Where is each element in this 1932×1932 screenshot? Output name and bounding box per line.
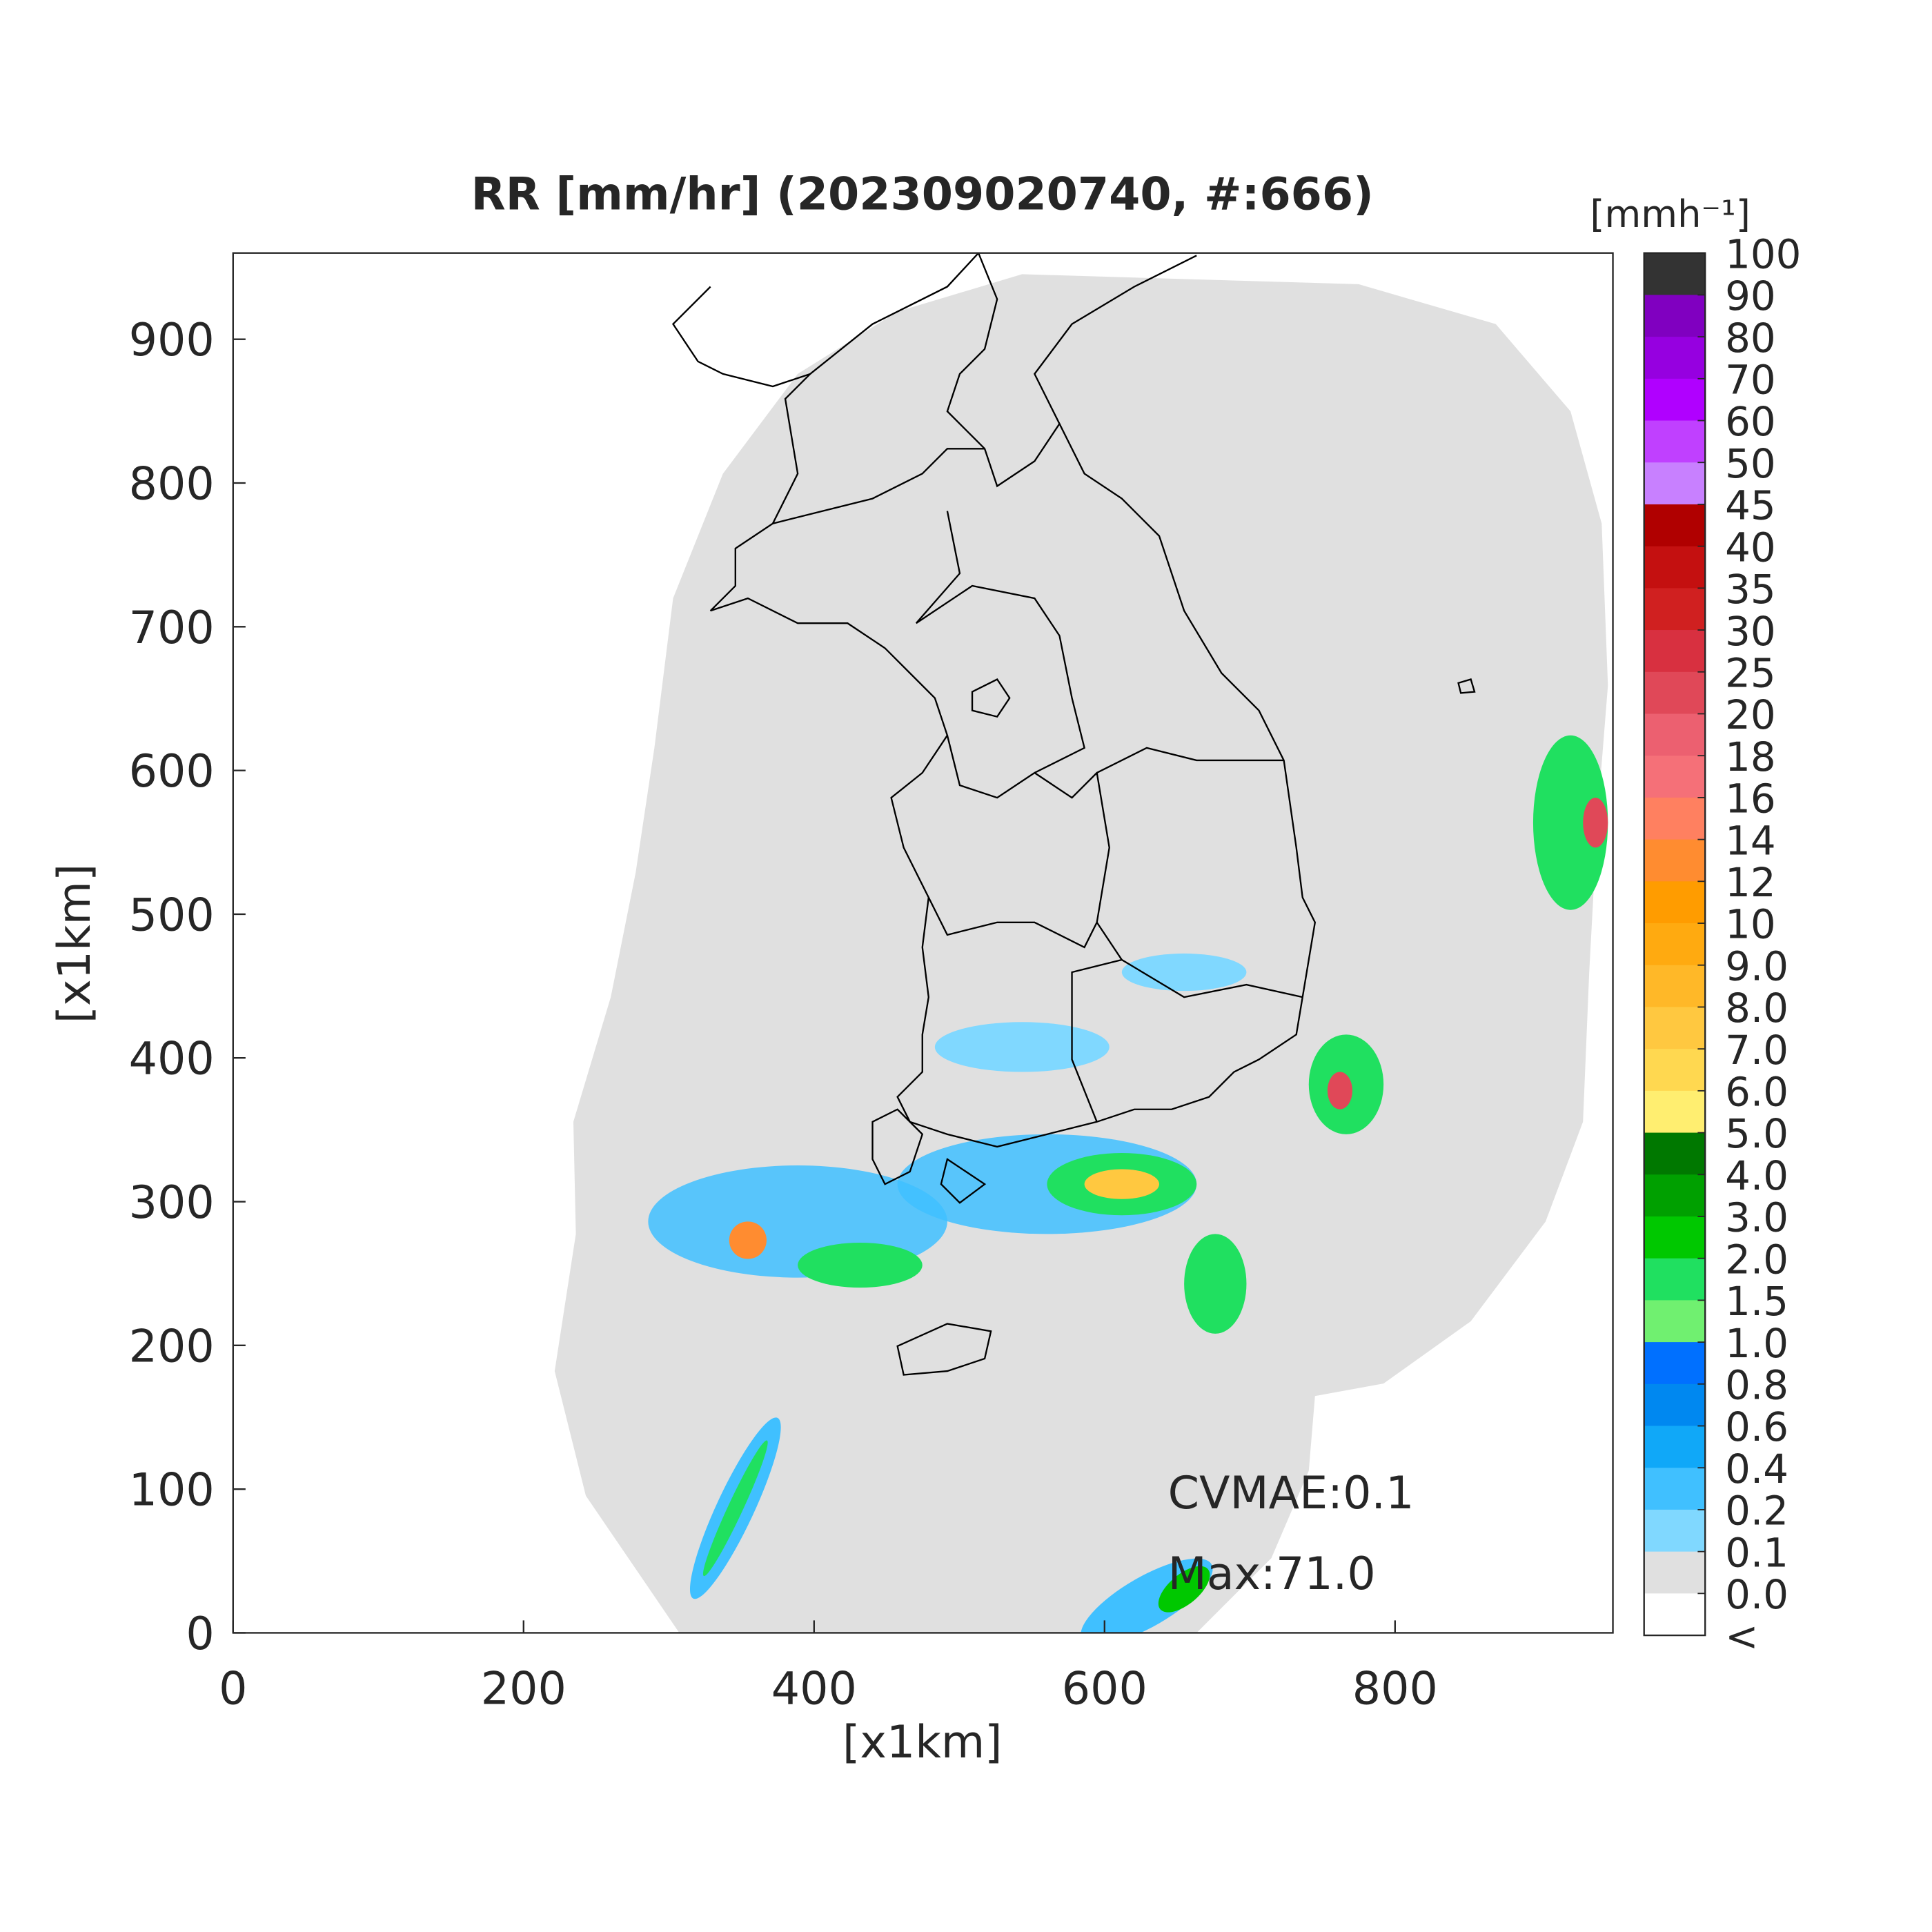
colorbar-bin bbox=[1644, 671, 1706, 715]
rain-cells bbox=[648, 735, 1608, 1633]
colorbar-bin bbox=[1644, 797, 1706, 840]
colorbar-tick-label: 8.0 bbox=[1725, 985, 1788, 1032]
colorbar-tick-label: 20 bbox=[1725, 691, 1776, 738]
y-tick-label: 600 bbox=[129, 746, 215, 798]
colorbar-tick-label: 45 bbox=[1725, 482, 1776, 529]
colorbar-bin bbox=[1644, 462, 1706, 505]
colorbar-tick-label: 40 bbox=[1725, 524, 1776, 571]
y-tick-label: 0 bbox=[186, 1608, 214, 1660]
colorbar-bin bbox=[1644, 965, 1706, 1007]
colorbar-bin bbox=[1644, 337, 1706, 379]
colorbar-tick-label: 80 bbox=[1725, 315, 1776, 362]
colorbar-bin bbox=[1644, 504, 1706, 547]
colorbar-tick-label: 0.0 bbox=[1725, 1571, 1788, 1618]
colorbar-tick-label: 0.8 bbox=[1725, 1361, 1788, 1408]
colorbar-tick-label: 35 bbox=[1725, 566, 1776, 613]
colorbar-tick-label: 16 bbox=[1725, 776, 1776, 822]
x-axis-label: [x1km] bbox=[842, 1717, 1003, 1768]
colorbar-tick-label: 60 bbox=[1725, 398, 1776, 445]
map-layer bbox=[554, 253, 1608, 1633]
y-tick-label: 700 bbox=[129, 602, 215, 654]
colorbar-bin bbox=[1644, 1132, 1706, 1175]
colorbar-tick-label: 0.1 bbox=[1725, 1529, 1788, 1576]
colorbar-bin bbox=[1644, 1383, 1706, 1427]
annotation: Max:71.0 bbox=[1168, 1548, 1376, 1600]
colorbar-bin bbox=[1644, 1090, 1706, 1134]
colorbar-tick-label: 2.0 bbox=[1725, 1236, 1788, 1283]
colorbar-bin bbox=[1644, 1593, 1706, 1636]
colorbar-bin bbox=[1644, 253, 1706, 295]
colorbar-tick-label: 9.0 bbox=[1725, 943, 1788, 989]
colorbar-bin bbox=[1644, 588, 1706, 631]
colorbar-tick-label: 3.0 bbox=[1725, 1194, 1788, 1241]
colorbar-bin bbox=[1644, 420, 1706, 463]
colorbar-bin bbox=[1644, 1509, 1706, 1552]
colorbar-frame bbox=[1643, 252, 1706, 1637]
colorbar-bin bbox=[1644, 1468, 1706, 1510]
colorbar-tick-label: 1.5 bbox=[1725, 1278, 1788, 1325]
chart-title: RR [mm/hr] (202309020740, #:666) bbox=[471, 168, 1374, 220]
colorbar-tick-label: 90 bbox=[1725, 273, 1776, 319]
colorbar-bin bbox=[1644, 839, 1706, 882]
y-tick-label: 400 bbox=[129, 1034, 215, 1085]
colorbar-tick-label: 5.0 bbox=[1725, 1110, 1788, 1157]
y-tick-label: 300 bbox=[129, 1177, 215, 1229]
y-tick-label: 200 bbox=[129, 1321, 215, 1372]
x-tick-label: 200 bbox=[481, 1663, 566, 1715]
colorbar-tick-label: 4.0 bbox=[1725, 1152, 1788, 1199]
colorbar-tick-label: 10 bbox=[1725, 901, 1776, 948]
colorbar-under-label: < bbox=[1725, 1613, 1758, 1660]
colorbar-unit: [mmh⁻¹] bbox=[1590, 193, 1751, 236]
colorbar-bin bbox=[1644, 756, 1706, 798]
colorbar-tick-label: 70 bbox=[1725, 357, 1776, 404]
colorbar-bin bbox=[1644, 295, 1706, 337]
x-tick-label: 0 bbox=[219, 1663, 247, 1715]
colorbar-tick-label: 7.0 bbox=[1725, 1027, 1788, 1074]
colorbar-bin bbox=[1644, 1551, 1706, 1594]
colorbar-tick-label: 1.0 bbox=[1725, 1320, 1788, 1367]
colorbar-tick-label: 12 bbox=[1725, 859, 1776, 906]
colorbar-tick-label: 14 bbox=[1725, 817, 1776, 864]
y-tick-label: 900 bbox=[129, 315, 215, 366]
colorbar-bin bbox=[1644, 1174, 1706, 1217]
colorbar-bin bbox=[1644, 1342, 1706, 1385]
y-tick-label: 500 bbox=[129, 889, 215, 941]
colorbar-tick-label: 0.2 bbox=[1725, 1488, 1788, 1535]
colorbar-bin bbox=[1644, 1007, 1706, 1049]
x-tick-label: 400 bbox=[771, 1663, 857, 1715]
colorbar-tick-label: 6.0 bbox=[1725, 1069, 1788, 1116]
radar-coverage bbox=[554, 274, 1608, 1633]
colorbar-tick-label: 100 bbox=[1725, 230, 1801, 277]
colorbar-bin bbox=[1644, 546, 1706, 589]
x-tick-label: 800 bbox=[1352, 1663, 1438, 1715]
colorbar-bin bbox=[1644, 881, 1706, 924]
x-tick-label: 600 bbox=[1062, 1663, 1147, 1715]
colorbar-tick-label: 0.6 bbox=[1725, 1403, 1788, 1450]
colorbar-bin bbox=[1644, 713, 1706, 756]
colorbar-bin bbox=[1644, 1258, 1706, 1301]
colorbar-tick-label: 50 bbox=[1725, 440, 1776, 487]
coastlines bbox=[671, 253, 1476, 1376]
colorbar-tick-label: 0.4 bbox=[1725, 1446, 1788, 1492]
y-axis-label: [x1km] bbox=[49, 864, 101, 1024]
colorbar-bin bbox=[1644, 1049, 1706, 1092]
colorbar-tick-label: 18 bbox=[1725, 733, 1776, 780]
colorbar-bin bbox=[1644, 1300, 1706, 1343]
annotation: CVMAE:0.1 bbox=[1168, 1468, 1414, 1519]
colorbar-bin bbox=[1644, 630, 1706, 673]
colorbar-bin bbox=[1644, 1216, 1706, 1259]
colorbar-bin bbox=[1644, 378, 1706, 422]
plot-frame bbox=[232, 252, 1614, 1634]
colorbar-bin bbox=[1644, 923, 1706, 966]
colorbar-tick-label: 25 bbox=[1725, 649, 1776, 696]
colorbar-bin bbox=[1644, 1426, 1706, 1468]
y-tick-label: 100 bbox=[129, 1465, 215, 1517]
colorbar-tick-label: 30 bbox=[1725, 608, 1776, 655]
y-tick-label: 800 bbox=[129, 458, 215, 510]
